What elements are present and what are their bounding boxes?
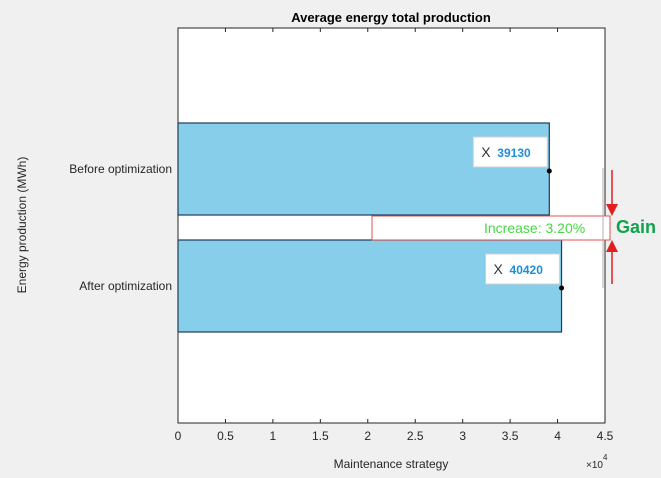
datatip-prefix: X — [494, 261, 504, 277]
y-axis-label: Energy production (MWh) — [15, 157, 29, 294]
y-tick-label: After optimization — [79, 279, 172, 293]
datatip-value: 39130 — [497, 146, 531, 160]
datatip-value: 40420 — [510, 263, 544, 277]
bars — [177, 122, 563, 333]
x-tick-label: 2.5 — [407, 429, 424, 443]
gain-label: Gain — [616, 217, 656, 237]
y-axis-ticks: Before optimization After optimization — [69, 162, 182, 293]
x-exponent-power: 4 — [603, 453, 608, 462]
x-tick-label: 3 — [459, 429, 466, 443]
datatip-prefix: X — [481, 144, 491, 160]
y-tick-label: Before optimization — [69, 162, 172, 176]
gain-annotation: Increase: 3.20% Gain — [371, 168, 656, 288]
x-axis-exponent: ×10 4 — [586, 453, 608, 471]
datatips: X 39130 X 40420 — [472, 136, 565, 291]
datatip-box — [472, 136, 548, 168]
x-axis-ticks: 0 0.5 1 1.5 2 2.5 3 3.5 4 4.5 — [175, 28, 614, 443]
datatip-marker — [559, 285, 565, 291]
gain-arrow-down — [606, 204, 618, 216]
x-tick-label: 2 — [364, 429, 371, 443]
gain-arrow-up — [606, 240, 618, 252]
x-axis-label: Maintenance strategy — [334, 457, 449, 471]
x-tick-label: 4 — [554, 429, 561, 443]
x-tick-label: 0 — [175, 429, 182, 443]
annotation-box — [371, 215, 611, 241]
chart-title: Average energy total production — [291, 10, 491, 25]
datatip-marker — [546, 168, 552, 174]
x-tick-label: 1.5 — [312, 429, 329, 443]
x-exponent-base: ×10 — [586, 460, 603, 471]
datatip-box — [485, 253, 561, 285]
x-tick-label: 0.5 — [217, 429, 234, 443]
x-tick-label: 4.5 — [597, 429, 614, 443]
x-tick-label: 3.5 — [502, 429, 519, 443]
x-tick-label: 1 — [270, 429, 277, 443]
annotation-text: Increase: 3.20% — [484, 220, 585, 236]
